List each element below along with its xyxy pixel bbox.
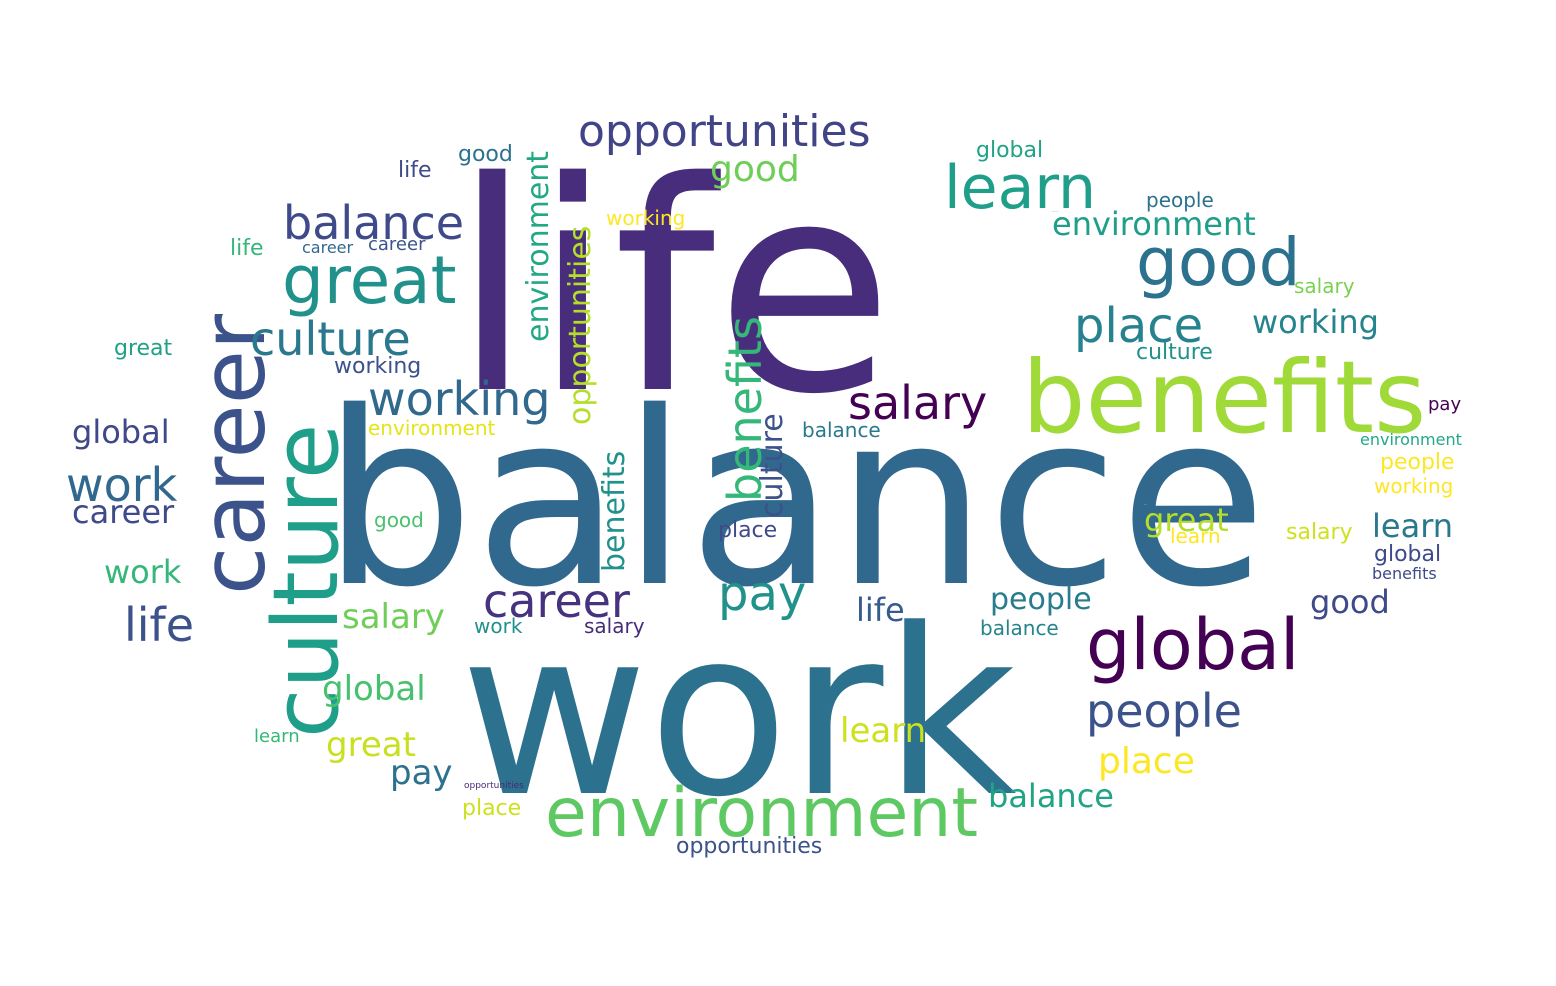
- cloud-word: learn: [840, 711, 927, 751]
- cloud-word: environment: [1052, 205, 1256, 243]
- cloud-word: global: [322, 669, 426, 709]
- cloud-word: opportunities: [578, 106, 871, 157]
- cloud-word: culture: [250, 312, 411, 366]
- cloud-word: environment: [1360, 430, 1462, 449]
- cloud-word: career: [72, 493, 175, 531]
- cloud-word: place: [718, 518, 778, 543]
- cloud-word: balance: [802, 418, 881, 442]
- cloud-word: learn: [1170, 524, 1221, 548]
- cloud-word: pay: [718, 566, 807, 622]
- cloud-word: culture: [1136, 343, 1140, 344]
- cloud-word: place: [1074, 298, 1204, 354]
- cloud-word: good: [1136, 224, 1301, 301]
- cloud-word: people: [990, 582, 1092, 617]
- cloud-word: people: [1146, 188, 1214, 212]
- cloud-word: working: [1252, 303, 1379, 341]
- cloud-word: balance: [980, 616, 1059, 640]
- cloud-word: salary: [1294, 274, 1355, 298]
- cloud-word: global: [72, 413, 170, 451]
- cloud-word: place: [462, 796, 522, 821]
- cloud-word: salary: [1286, 520, 1353, 545]
- cloud-word: good: [374, 508, 424, 532]
- cloud-word: pay: [390, 753, 453, 793]
- cloud-word: great: [1144, 501, 1229, 539]
- cloud-word: great: [1144, 505, 1147, 506]
- cloud-word: environment: [1052, 212, 1059, 213]
- cloud-word: working: [334, 354, 422, 379]
- cloud-word: global: [1086, 604, 1300, 686]
- cloud-word: working: [1374, 474, 1454, 498]
- cloud-word: balance: [322, 360, 1267, 640]
- cloud-word: salary: [848, 376, 988, 430]
- cloud-word: environment: [368, 416, 496, 440]
- cloud-word: benefits: [1372, 564, 1437, 583]
- cloud-word: people: [1380, 450, 1455, 475]
- cloud-word: career: [483, 574, 630, 628]
- cloud-word: working: [368, 372, 551, 426]
- cloud-word: opportunities: [464, 781, 524, 791]
- cloud-word: life: [856, 591, 905, 629]
- cloud-word: culture: [755, 413, 790, 518]
- cloud-word: people: [1086, 684, 1242, 738]
- cloud-word: global: [1374, 542, 1442, 567]
- cloud-word: life: [230, 236, 264, 261]
- cloud-word: great: [326, 725, 416, 765]
- cloud-word: opportunities: [676, 834, 823, 859]
- cloud-word: career: [302, 238, 354, 257]
- cloud-word: good: [458, 142, 513, 167]
- cloud-word: learn: [1372, 507, 1454, 545]
- cloud-word: place: [1098, 741, 1195, 782]
- cloud-word: work: [460, 581, 1017, 848]
- cloud-word: life: [452, 121, 894, 458]
- cloud-word: salary: [584, 614, 645, 638]
- cloud-word: pay: [1428, 394, 1462, 415]
- cloud-word: balance: [988, 777, 1114, 815]
- cloud-word: work: [66, 458, 178, 512]
- cloud-word: benefits: [1022, 339, 1427, 456]
- cloud-word: great: [114, 336, 173, 361]
- cloud-word: life: [124, 598, 195, 652]
- cloud-word: learn: [944, 153, 1096, 223]
- cloud-word: salary: [342, 597, 445, 637]
- cloud-word: working: [606, 206, 686, 230]
- cloud-word: work: [474, 614, 523, 638]
- cloud-word: balance: [283, 196, 465, 250]
- cloud-word: global: [976, 138, 1044, 163]
- cloud-word: good: [1310, 583, 1390, 621]
- cloud-word: benefits: [597, 450, 632, 572]
- cloud-word: great: [282, 242, 457, 319]
- cloud-word: environment: [545, 774, 979, 853]
- cloud-word: learn: [254, 726, 300, 747]
- cloud-word: career: [368, 234, 426, 255]
- cloud-word: environment: [521, 150, 556, 342]
- cloud-word: opportunities: [563, 225, 598, 425]
- cloud-word: good: [710, 149, 800, 190]
- cloud-word: culture: [1136, 340, 1213, 365]
- cloud-word: life: [398, 158, 432, 183]
- cloud-word: work: [104, 553, 182, 591]
